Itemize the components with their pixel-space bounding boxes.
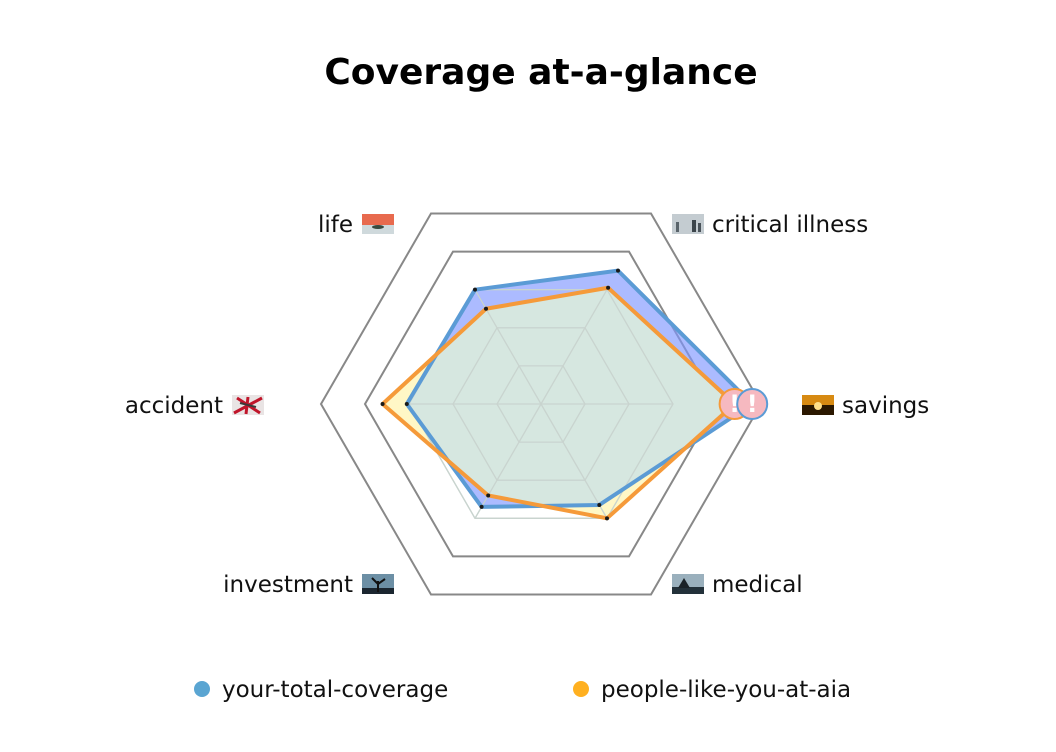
legend-swatch bbox=[573, 681, 589, 697]
data-point[interactable] bbox=[606, 285, 611, 290]
tree-silhouette-icon bbox=[672, 574, 704, 594]
grid-ring bbox=[319, 212, 763, 596]
axis-label-text: life bbox=[318, 212, 353, 238]
bare-tree-icon bbox=[362, 574, 394, 594]
axis-label-medical: medical bbox=[672, 572, 803, 598]
axis-label-text: critical illness bbox=[712, 212, 868, 238]
data-point[interactable] bbox=[380, 402, 385, 406]
legend: your-total-coverage people-like-you-at-ai… bbox=[194, 677, 851, 703]
axis-label-life: life bbox=[318, 212, 394, 238]
axis-label-savings: savings bbox=[802, 393, 929, 419]
sunset-icon bbox=[802, 395, 834, 415]
axis-label-text: accident bbox=[125, 393, 223, 419]
axis-labels: savings medical investment accident life crit… bbox=[125, 212, 929, 598]
data-point[interactable] bbox=[616, 268, 620, 273]
radar-series: !! bbox=[380, 268, 769, 521]
axis-label-text: savings bbox=[842, 393, 929, 419]
data-point[interactable] bbox=[484, 306, 488, 311]
data-point[interactable] bbox=[479, 504, 484, 509]
chart-title: Coverage at-a-glance bbox=[324, 52, 757, 93]
alert-marker[interactable]: ! bbox=[736, 388, 769, 420]
axis-label-investment: investment bbox=[223, 572, 394, 598]
axis-label-text: medical bbox=[712, 572, 803, 598]
red-branches-icon bbox=[232, 395, 264, 415]
legend-item[interactable]: your-total-coverage bbox=[194, 677, 448, 703]
legend-label: your-total-coverage bbox=[222, 677, 448, 703]
data-point[interactable] bbox=[473, 287, 477, 292]
axis-label-critical-illness: critical illness bbox=[672, 212, 868, 238]
misty-figures-icon bbox=[672, 214, 704, 234]
grid-spoke bbox=[540, 289, 608, 405]
sea-sunset-icon bbox=[362, 214, 394, 234]
grid-spoke bbox=[474, 403, 542, 519]
svg-text:!: ! bbox=[729, 390, 740, 418]
legend-swatch bbox=[194, 681, 210, 697]
legend-item[interactable]: people-like-you-at-aia bbox=[573, 677, 851, 703]
data-point[interactable] bbox=[597, 502, 602, 507]
axis-label-text: investment bbox=[223, 572, 353, 598]
grid-ring bbox=[363, 250, 719, 558]
data-point[interactable] bbox=[486, 493, 491, 498]
grid-spoke bbox=[540, 403, 608, 519]
axis-label-accident: accident bbox=[125, 393, 264, 419]
data-point[interactable] bbox=[404, 402, 409, 406]
legend-label: people-like-you-at-aia bbox=[601, 677, 851, 703]
data-point[interactable] bbox=[605, 516, 609, 521]
svg-text:!: ! bbox=[747, 390, 758, 418]
